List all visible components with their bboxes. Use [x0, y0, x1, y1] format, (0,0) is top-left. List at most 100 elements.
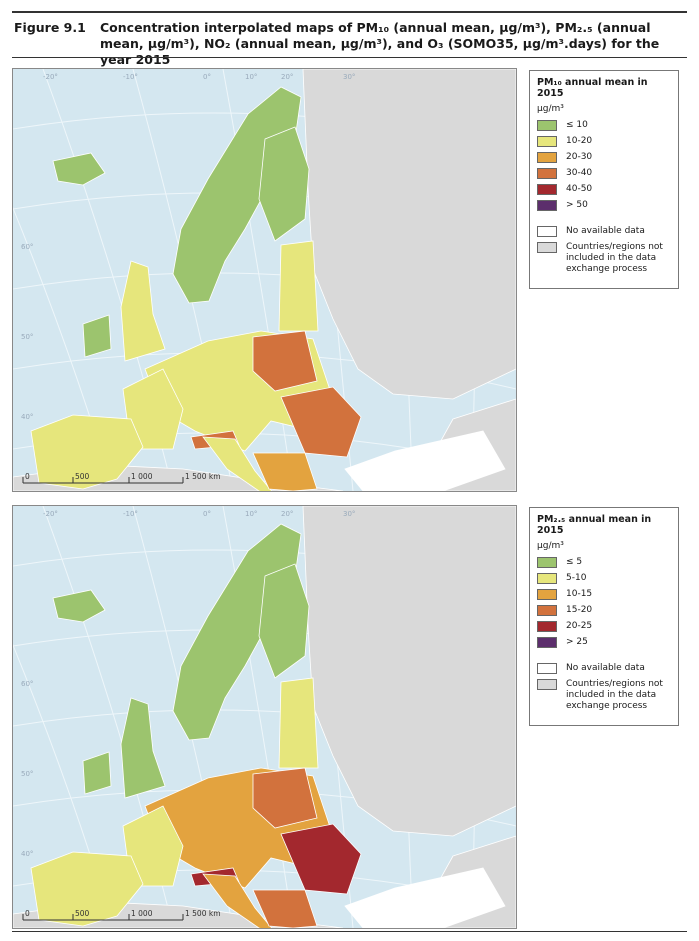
graticule-label: 60°	[21, 680, 33, 688]
legend-swatch	[537, 226, 557, 237]
legend-gap	[537, 653, 672, 663]
graticule-label: -20°	[43, 510, 58, 518]
legend-label: No available data	[566, 663, 645, 673]
legend-swatch	[537, 573, 557, 584]
legend-swatch	[537, 184, 557, 195]
region-russia	[302, 506, 516, 837]
region-uk	[120, 697, 166, 799]
region-ireland	[82, 314, 112, 358]
region-iceland	[52, 589, 106, 623]
legend-swatch	[537, 120, 557, 131]
legend-row: 10-20	[537, 136, 672, 147]
scale-label: 500	[75, 472, 90, 481]
region-poland	[252, 330, 318, 392]
region-finland	[258, 126, 310, 242]
legend-label: No available data	[566, 226, 645, 236]
legend-unit: μg/m³	[537, 541, 564, 551]
legend-swatch	[537, 200, 557, 211]
region-baltics	[278, 240, 319, 332]
header-rule	[12, 57, 687, 58]
bottom-rule	[12, 931, 687, 932]
graticule-label: 10°	[245, 73, 257, 81]
legend-swatch	[537, 679, 557, 690]
graticule-label: 30°	[343, 73, 355, 81]
legend-title: PM₁₀ annual mean in 2015	[537, 77, 648, 99]
legend-swatch	[537, 136, 557, 147]
legend: PM₂.₅ annual mean in 2015 μg/m³ ≤ 5 5-10 10-…	[529, 507, 679, 726]
graticule-label: -10°	[123, 510, 138, 518]
figure-title: Concentration interpolated maps of PM₁₀ …	[100, 20, 660, 67]
region-iceland	[52, 152, 106, 186]
graticule-label: 10°	[245, 510, 257, 518]
graticule	[222, 69, 294, 491]
scale-label: 1 500 km	[185, 472, 221, 481]
graticule-label: -10°	[123, 73, 138, 81]
map: -20° -10° 0° 10° 20° 30° 60° 50° 40° 0 500 1 000 1 5…	[12, 505, 517, 929]
legend-swatch	[537, 168, 557, 179]
region-uk	[120, 260, 166, 362]
region-poland	[252, 767, 318, 829]
map: -20° -10° 0° 10° 20° 30° 60° 50° 40° 0 500 1 000 1 5…	[12, 68, 517, 492]
graticule-label: 0°	[203, 73, 211, 81]
region-turkey	[344, 430, 506, 491]
region-hungary-romania	[280, 386, 362, 458]
legend-gap	[537, 216, 672, 226]
region-italy	[202, 873, 273, 928]
graticule-label: 20°	[281, 73, 293, 81]
legend-label: Countries/regions not included in the da…	[566, 679, 663, 711]
legend-label: 40-50	[566, 184, 593, 194]
scale-label: 0	[25, 909, 30, 918]
legend-swatch	[537, 621, 557, 632]
graticule-label: 50°	[21, 333, 33, 341]
legend-row: 20-30	[537, 152, 672, 163]
legend-row: ≤ 5	[537, 557, 672, 568]
region-balkans	[252, 889, 318, 928]
legend-row: Countries/regions not included in the da…	[537, 242, 672, 275]
graticule-label: 0°	[203, 510, 211, 518]
legend-label: 15-20	[566, 605, 593, 615]
legend-label: 30-40	[566, 168, 593, 178]
graticule-label: 40°	[21, 413, 33, 421]
legend-swatch	[537, 152, 557, 163]
legend-swatch	[537, 605, 557, 616]
legend-row: No available data	[537, 226, 672, 237]
scale-label: 500	[75, 909, 90, 918]
graticule-label: 30°	[343, 510, 355, 518]
legend-unit: μg/m³	[537, 104, 564, 114]
legend-label: 20-30	[566, 152, 593, 162]
legend-row: 10-15	[537, 589, 672, 600]
scale-label: 1 500 km	[185, 909, 221, 918]
legend-swatch	[537, 637, 557, 648]
region-finland	[258, 563, 310, 679]
legend-label: > 25	[566, 637, 588, 647]
region-hungary-romania	[280, 823, 362, 895]
legend-title: PM₂.₅ annual mean in 2015	[537, 514, 652, 536]
legend-label: Countries/regions not included in the da…	[566, 242, 663, 274]
legend: PM₁₀ annual mean in 2015 μg/m³ ≤ 10 10-20 20…	[529, 70, 679, 289]
region-italy	[202, 436, 273, 491]
region-turkey	[344, 867, 506, 928]
legend-row: No available data	[537, 663, 672, 674]
legend-row: 15-20	[537, 605, 672, 616]
legend-swatch	[537, 242, 557, 253]
legend-row: > 50	[537, 200, 672, 211]
legend-label: ≤ 10	[566, 120, 588, 130]
legend-row: > 25	[537, 637, 672, 648]
legend-label: 10-20	[566, 136, 593, 146]
region-baltics	[278, 677, 319, 769]
legend-swatch	[537, 557, 557, 568]
figure-label: Figure 9.1	[14, 20, 86, 35]
scale-label: 1 000	[131, 909, 153, 918]
legend-label: ≤ 5	[566, 557, 583, 567]
legend-label: 20-25	[566, 621, 593, 631]
legend-row: 30-40	[537, 168, 672, 179]
legend-row: ≤ 10	[537, 120, 672, 131]
legend-label: 5-10	[566, 573, 587, 583]
legend-swatch	[537, 663, 557, 674]
legend-label: > 50	[566, 200, 588, 210]
graticule-label: 40°	[21, 850, 33, 858]
graticule-label: 50°	[21, 770, 33, 778]
legend-label: 10-15	[566, 589, 593, 599]
top-rule	[12, 11, 687, 13]
region-balkans	[252, 452, 318, 491]
